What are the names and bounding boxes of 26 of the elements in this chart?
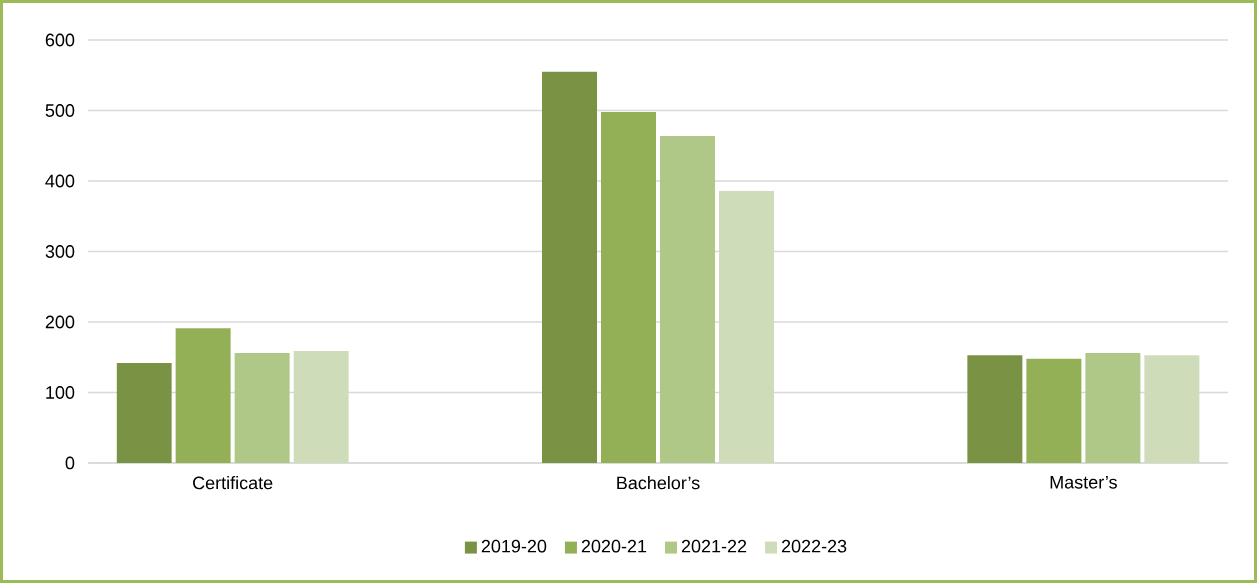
legend-label: 2019-20: [481, 539, 547, 553]
bar: [234, 353, 290, 463]
y-tick-label: 0: [65, 456, 75, 470]
bar: [601, 111, 657, 463]
x-tick-label: Certificate: [193, 476, 273, 490]
y-tick-label: 500: [45, 104, 75, 117]
bar: [967, 355, 1023, 463]
x-tick-label: Bachelor’s: [617, 476, 700, 490]
y-tick-label: 400: [45, 174, 75, 188]
bar: [116, 362, 172, 463]
bar: [542, 71, 598, 463]
legend-label: 2021-22: [681, 539, 747, 553]
y-tick-label: 200: [45, 315, 75, 329]
bar: [293, 350, 349, 463]
bar: [719, 190, 774, 463]
bar: [175, 328, 231, 463]
y-tick-label: 100: [46, 386, 75, 399]
legend-label: 2022-23: [781, 539, 847, 553]
x-tick-label: Master’s: [1050, 476, 1117, 489]
bar: [1144, 355, 1200, 463]
y-tick-label: 300: [45, 245, 75, 258]
bar: [660, 135, 716, 463]
legend-label: 2020-21: [581, 539, 647, 553]
y-tick-label: 600: [45, 33, 75, 47]
bar: [1026, 358, 1082, 463]
bar: [1085, 353, 1141, 463]
